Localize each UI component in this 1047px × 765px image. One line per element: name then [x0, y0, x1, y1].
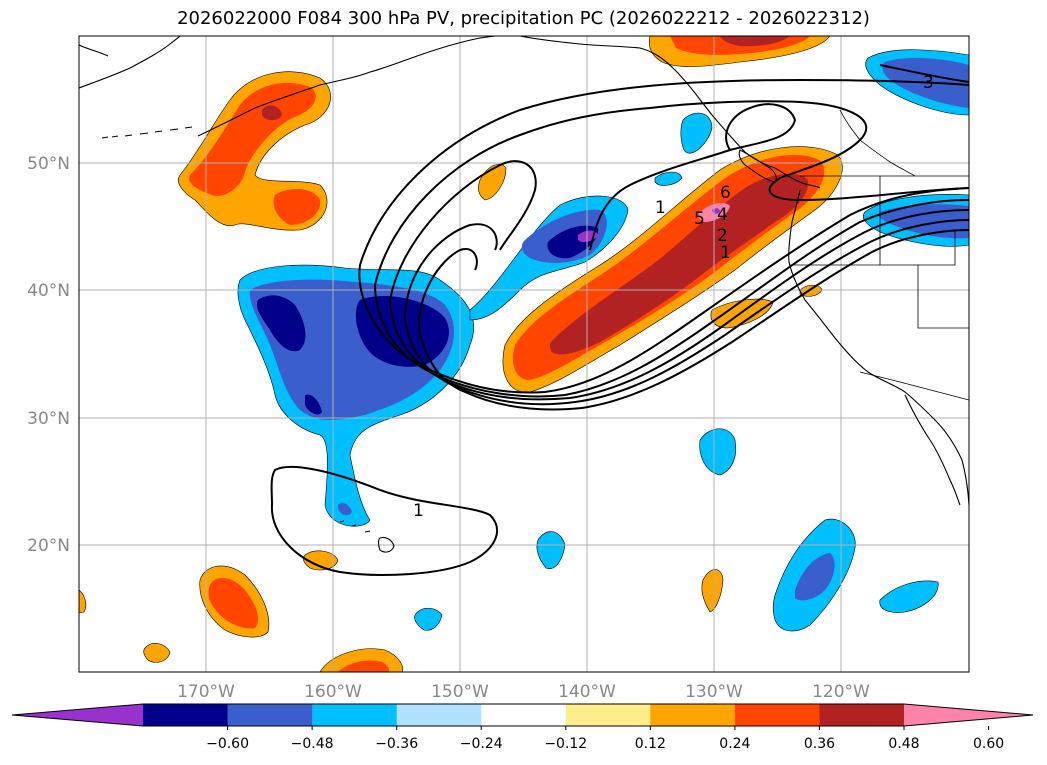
lon-label: 140°W — [558, 682, 616, 702]
colorbar-outline — [11, 703, 1034, 727]
colorbar-tick-label: 0.12 — [635, 736, 666, 752]
colorbar-tick-label: 0.60 — [973, 736, 1004, 752]
colorbar-tick-label: −0.24 — [460, 736, 503, 752]
contour-label: 5 — [694, 209, 705, 229]
latitude-labels: 50°N 40°N 30°N 20°N — [27, 154, 70, 556]
contour-label: 2 — [717, 226, 728, 246]
figure-title: 2026022000 F084 300 hPa PV, precipitatio… — [177, 8, 870, 29]
pv-contours — [270, 64, 969, 576]
contour-label: 4 — [717, 205, 728, 225]
contour-label: 1 — [655, 198, 666, 218]
colorbar-segment — [312, 704, 398, 726]
colorbar-extend-min — [12, 704, 143, 726]
map-frame — [78, 35, 970, 673]
colorbar-tick-label: 0.36 — [804, 736, 835, 752]
lon-label: 130°W — [685, 682, 743, 702]
colorbar-tick-label: −0.12 — [544, 736, 587, 752]
colorbar-tick-label: 0.48 — [888, 736, 919, 752]
lat-label: 30°N — [27, 409, 70, 429]
contour-label: 3 — [923, 73, 934, 93]
positive-anomaly-fill — [79, 36, 843, 672]
coastlines — [79, 36, 969, 553]
colorbar-segment — [227, 704, 313, 726]
contour-label-group: 1 1 1 2 3 4 5 6 — [413, 73, 934, 521]
lat-label: 40°N — [27, 281, 70, 301]
colorbar-tick-label: −0.48 — [291, 736, 334, 752]
colorbar-segment — [650, 704, 736, 726]
colorbar-segment — [819, 704, 905, 726]
lon-label: 120°W — [812, 682, 870, 702]
colorbar-segment — [481, 704, 567, 726]
lon-label: 170°W — [177, 682, 235, 702]
map-content: 1 1 1 2 3 4 5 6 — [79, 36, 969, 672]
contour-label: 1 — [720, 243, 731, 263]
colorbar-segment — [734, 704, 820, 726]
colorbar-tick-label: −0.60 — [206, 736, 249, 752]
longitude-labels: 170°W 160°W 150°W 140°W 130°W 120°W — [177, 682, 870, 702]
colorbar-tick-label: −0.36 — [375, 736, 418, 752]
lon-label: 160°W — [304, 682, 362, 702]
lat-label: 50°N — [27, 154, 70, 174]
lon-label: 150°W — [431, 682, 489, 702]
colorbar-segment — [565, 704, 651, 726]
contour-label: 6 — [720, 183, 731, 203]
contour-label: 1 — [413, 501, 424, 521]
colorbar-extend-max — [904, 704, 1033, 726]
colorbar-segment — [396, 704, 482, 726]
colorbar-tick-label: 0.24 — [719, 736, 750, 752]
lat-label: 20°N — [27, 536, 70, 556]
colorbar-segment — [143, 704, 229, 726]
colorbar: −0.60 −0.48 −0.36 −0.24 −0.12 0.12 0.24 0.36 0.4… — [11, 703, 1034, 752]
